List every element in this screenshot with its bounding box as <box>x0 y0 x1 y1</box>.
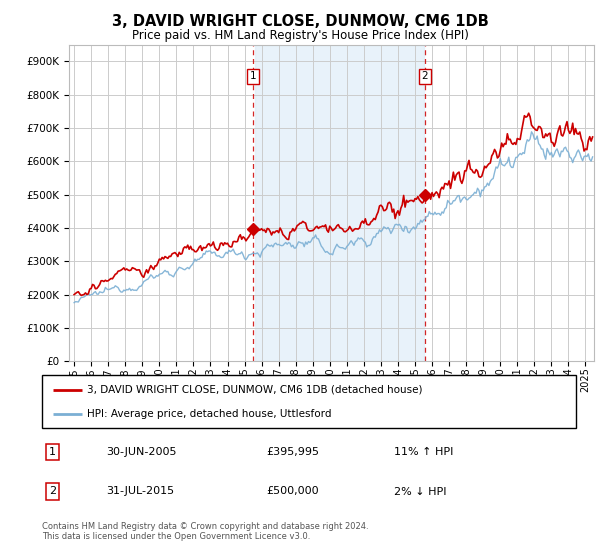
Text: 11% ↑ HPI: 11% ↑ HPI <box>394 447 454 457</box>
Text: 2: 2 <box>49 487 56 497</box>
Text: 2% ↓ HPI: 2% ↓ HPI <box>394 487 447 497</box>
Text: 2: 2 <box>422 72 428 81</box>
Text: Contains HM Land Registry data © Crown copyright and database right 2024.
This d: Contains HM Land Registry data © Crown c… <box>42 522 368 542</box>
Text: £395,995: £395,995 <box>266 447 319 457</box>
Text: 31-JUL-2015: 31-JUL-2015 <box>106 487 174 497</box>
Text: 1: 1 <box>49 447 56 457</box>
Text: 3, DAVID WRIGHT CLOSE, DUNMOW, CM6 1DB: 3, DAVID WRIGHT CLOSE, DUNMOW, CM6 1DB <box>112 14 488 29</box>
Text: £500,000: £500,000 <box>266 487 319 497</box>
Text: HPI: Average price, detached house, Uttlesford: HPI: Average price, detached house, Uttl… <box>88 409 332 419</box>
Text: 3, DAVID WRIGHT CLOSE, DUNMOW, CM6 1DB (detached house): 3, DAVID WRIGHT CLOSE, DUNMOW, CM6 1DB (… <box>88 385 423 395</box>
Text: 30-JUN-2005: 30-JUN-2005 <box>106 447 176 457</box>
Text: 1: 1 <box>250 72 256 81</box>
Text: Price paid vs. HM Land Registry's House Price Index (HPI): Price paid vs. HM Land Registry's House … <box>131 29 469 42</box>
